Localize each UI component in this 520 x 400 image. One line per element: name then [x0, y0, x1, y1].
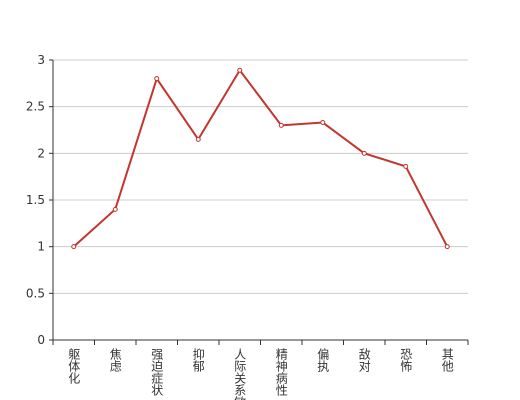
point [361, 150, 367, 156]
y-tick-label: 1.5 [26, 193, 45, 207]
x-tick-label: 焦虑 [108, 348, 122, 372]
point [237, 67, 243, 73]
y-tick-label: 2.5 [26, 100, 45, 114]
x-tick-label: 偏执 [316, 347, 330, 373]
y-tick-label: 0 [37, 333, 45, 347]
y-tick-label: 3 [37, 53, 45, 67]
point [154, 76, 160, 82]
point [195, 136, 201, 142]
x-tick-label: 躯体化 [67, 347, 81, 385]
y-tick-label: 1 [37, 240, 45, 254]
y-tick-label: 2 [37, 146, 45, 160]
x-tick-label: 精神病性 [274, 348, 288, 397]
x-tick-label: 恐怖 [399, 348, 413, 372]
x-tick-label: 人际关系敏感 [233, 348, 247, 400]
point [71, 244, 77, 250]
line [73, 68, 449, 248]
point [403, 163, 409, 169]
x-tick-label: 敌对 [357, 347, 371, 372]
point [444, 244, 450, 250]
x-tick-label: 抑郁 [191, 347, 205, 373]
x-tick-label: 强迫症状 [150, 348, 164, 396]
point [320, 120, 326, 126]
point [278, 122, 284, 128]
y-tick-label: 0.5 [26, 286, 45, 300]
x-tick-label: 其他 [440, 348, 454, 372]
point [112, 206, 118, 212]
